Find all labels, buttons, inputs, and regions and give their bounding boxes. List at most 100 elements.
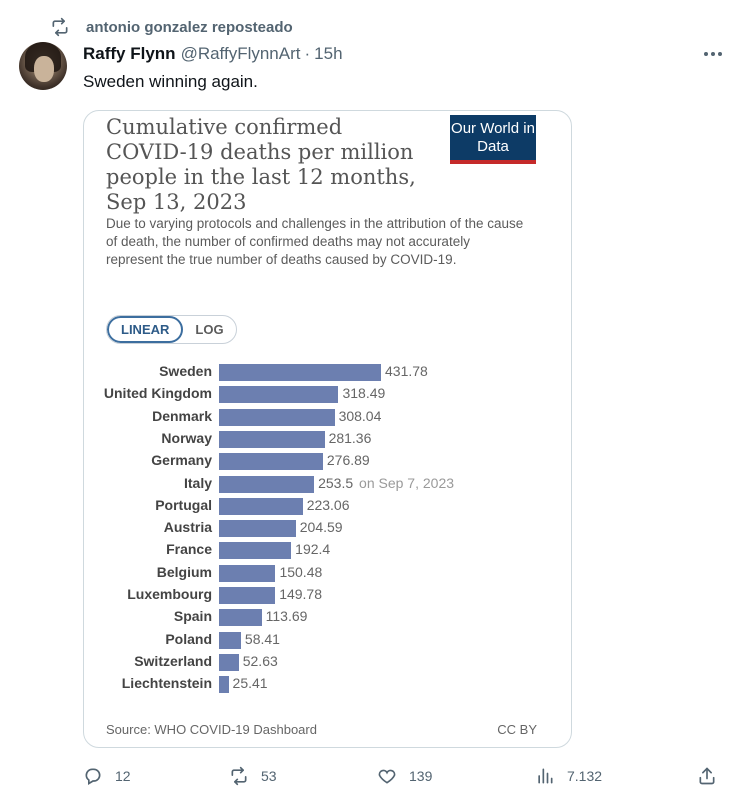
scale-option-log[interactable]: LOG xyxy=(195,322,224,337)
bar-value-number: 281.36 xyxy=(328,429,372,446)
share-icon xyxy=(699,767,715,785)
bar-value-label: 308.04 xyxy=(339,408,382,424)
bar-row: Italy 253.5 on Sep 7, 2023 xyxy=(84,473,571,495)
chart-subtitle: Due to varying protocols and challenges … xyxy=(106,216,524,267)
bar-value-label: 281.36 xyxy=(329,430,372,446)
share-button[interactable] xyxy=(697,764,717,788)
reply-button[interactable]: 12 xyxy=(83,764,131,788)
bar-category-label: Liechtenstein xyxy=(121,675,212,692)
bar-value-label: 223.06 xyxy=(307,497,350,513)
bar-value-label: 318.49 xyxy=(342,385,385,401)
bar-annotation: on Sep 7, 2023 xyxy=(355,474,455,491)
bar-row: Sweden 431.78 xyxy=(84,361,571,383)
bar-value-label: 192.4 xyxy=(295,541,330,557)
bar xyxy=(219,676,229,694)
bar-category-label: Poland xyxy=(165,630,212,647)
bar-row: Switzerland 52.63 xyxy=(84,651,571,673)
bar-value-label: 58.41 xyxy=(245,631,280,647)
bar-row: Luxembourg 149.78 xyxy=(84,584,571,606)
bar-value-number: 113.69 xyxy=(265,608,308,625)
bar xyxy=(219,587,276,604)
media-image[interactable]: Cumulative confirmed COVID-19 deaths per… xyxy=(83,110,572,748)
user-handle[interactable]: @RaffyFlynnArt xyxy=(180,44,301,63)
bar-row: Belgium 150.48 xyxy=(84,562,571,584)
scale-option-linear[interactable]: LINEAR xyxy=(107,316,184,343)
bar-value-number: 223.06 xyxy=(306,496,350,513)
chart-source: Source: WHO COVID-19 Dashboard xyxy=(106,722,317,737)
bar-category-label: Luxembourg xyxy=(127,586,212,602)
bar xyxy=(219,430,325,448)
more-dot-icon xyxy=(704,52,708,56)
bar xyxy=(219,609,262,627)
timestamp[interactable]: 15h xyxy=(314,44,343,63)
bar-category-label: Italy xyxy=(183,474,212,491)
bar-category-label: Sweden xyxy=(159,363,212,379)
repost-count: 53 xyxy=(261,768,277,784)
bar-value-number: 52.63 xyxy=(242,652,278,669)
bar-category-label: Germany xyxy=(151,452,212,469)
bar-value-label: 204.59 xyxy=(300,519,343,535)
views-count: 7.132 xyxy=(567,768,603,784)
bar xyxy=(219,497,303,515)
bar-value-number: 204.59 xyxy=(299,519,343,536)
chart-license: CC BY xyxy=(497,722,537,737)
bar-value-label: 276.89 xyxy=(327,452,370,468)
bar-value-label: 253.5 on Sep 7, 2023 xyxy=(318,475,454,491)
bar-value-label: 431.78 xyxy=(385,363,428,379)
bar-row: France 192.4 xyxy=(84,539,571,561)
repost-button[interactable]: 53 xyxy=(229,764,277,788)
bar-row: Norway 281.36 xyxy=(84,428,571,450)
bar-value-number: 58.41 xyxy=(244,630,280,647)
reply-count: 12 xyxy=(115,768,131,784)
bar xyxy=(219,364,381,381)
bar-category-label: United Kingdom xyxy=(103,385,212,402)
bar-value-number: 318.49 xyxy=(342,385,386,402)
bar xyxy=(219,542,292,560)
bar-value-label: 113.69 xyxy=(266,608,308,624)
bar-value-number: 25.41 xyxy=(232,675,268,692)
more-dot-icon xyxy=(711,52,715,56)
bar xyxy=(219,386,339,404)
views-icon xyxy=(538,768,553,784)
bar-value-number: 276.89 xyxy=(326,452,370,469)
bar-category-label: Portugal xyxy=(155,496,212,513)
scale-toggle: LINEAR LOG xyxy=(106,315,237,344)
bar-row: United Kingdom 318.49 xyxy=(84,383,571,405)
bar-value-label: 149.78 xyxy=(279,586,322,602)
more-options-button[interactable] xyxy=(704,44,722,64)
bar-value-number: 308.04 xyxy=(338,407,382,424)
reply-icon xyxy=(85,768,101,785)
repost-icon xyxy=(231,766,247,786)
bar-category-label: Denmark xyxy=(152,407,212,424)
bar-category-label: Switzerland xyxy=(134,652,212,669)
bar-row: Germany 276.89 xyxy=(84,450,571,472)
bar xyxy=(219,520,296,538)
bar-category-label: Belgium xyxy=(156,563,212,580)
bar-value-number: 192.4 xyxy=(295,541,331,558)
bar-row: Denmark 308.04 xyxy=(84,406,571,428)
bar-category-label: France xyxy=(166,541,212,558)
tweet-text: Sweden winning again. xyxy=(83,72,258,91)
bar-value-number: 431.78 xyxy=(385,363,428,379)
bar xyxy=(219,653,239,671)
bar-row: Portugal 223.06 xyxy=(84,495,571,517)
like-button[interactable]: 139 xyxy=(377,764,432,788)
bar xyxy=(219,408,335,426)
views-button[interactable]: 7.132 xyxy=(535,764,602,788)
avatar[interactable] xyxy=(19,42,67,90)
bar-row: Spain 113.69 xyxy=(84,606,571,628)
display-name[interactable]: Raffy Flynn xyxy=(83,44,176,63)
owid-logo: Our World in Data xyxy=(450,115,536,164)
bar-category-label: Norway xyxy=(161,429,212,446)
repost-banner[interactable]: antonio gonzalez reposteado xyxy=(50,16,293,38)
bar-value-label: 25.41 xyxy=(233,675,268,691)
bar-value-label: 52.63 xyxy=(243,653,278,669)
bar-value-number: 253.5 xyxy=(318,474,354,491)
tweet-header: Raffy Flynn @RaffyFlynnArt · 15h xyxy=(83,43,343,65)
chart-title: Cumulative confirmed COVID-19 deaths per… xyxy=(106,115,416,214)
bar xyxy=(219,564,276,582)
bar xyxy=(219,453,323,471)
bar-value-number: 150.48 xyxy=(279,563,323,580)
action-bar: 12 53 139 7.132 xyxy=(83,764,723,788)
repost-icon xyxy=(52,17,68,37)
